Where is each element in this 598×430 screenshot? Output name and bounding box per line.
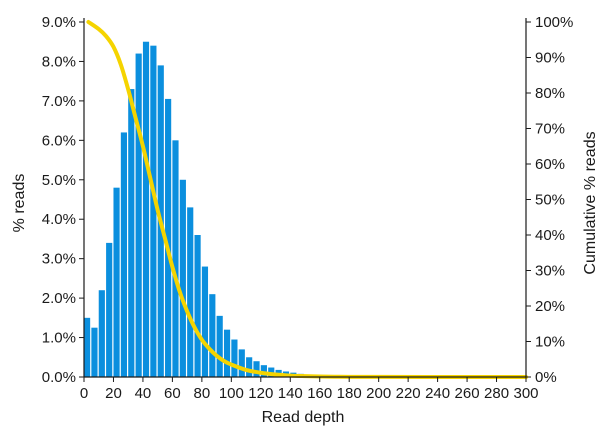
y-tick-label: 2.0% xyxy=(42,290,76,307)
x-tick-label: 140 xyxy=(278,385,303,402)
x-tick-label: 40 xyxy=(135,385,152,402)
x-tick-label: 240 xyxy=(425,385,450,402)
y-tick-label: 8.0% xyxy=(42,53,76,70)
y-tick-label: 6.0% xyxy=(42,132,76,149)
y2-tick-label: 90% xyxy=(535,50,565,67)
bar-105 xyxy=(238,349,245,377)
bar-25 xyxy=(120,132,127,377)
bar-115 xyxy=(253,361,260,377)
x-tick-label: 280 xyxy=(484,385,509,402)
x-tick-label: 100 xyxy=(219,385,244,402)
x-tick-label: 180 xyxy=(337,385,362,402)
axes-layer xyxy=(83,18,527,378)
bar-85 xyxy=(209,294,216,377)
x-tick-label: 0 xyxy=(80,385,88,402)
x-tick-label: 160 xyxy=(307,385,332,402)
y2-axis-title: Cumulative % reads xyxy=(582,131,598,274)
bar-60 xyxy=(172,140,179,377)
x-axis-title: Read depth xyxy=(262,409,345,426)
bar-30 xyxy=(128,89,135,377)
y2-tick-label: 60% xyxy=(535,156,565,173)
y-tick-label: 9.0% xyxy=(42,14,76,31)
y-tick-label: 5.0% xyxy=(42,172,76,189)
x-tick-label: 120 xyxy=(248,385,273,402)
bar-120 xyxy=(260,365,267,377)
bar-90 xyxy=(216,315,223,377)
bar-75 xyxy=(194,235,201,377)
y-axis-title: % reads xyxy=(11,174,28,233)
bar-80 xyxy=(201,266,209,377)
bar-5 xyxy=(91,327,98,377)
x-tick-label: 80 xyxy=(194,385,211,402)
y2-tick-label: 50% xyxy=(535,192,565,209)
bar-70 xyxy=(187,207,194,377)
x-tick-label: 220 xyxy=(396,385,421,402)
x-tick-label: 20 xyxy=(105,385,122,402)
tick-layer: 0.0% 1.0% 2.0% 3.0% 4.0% 5.0% 6.0% 7.0% 8.0% 9.0%… xyxy=(42,14,574,402)
x-tick-label: 60 xyxy=(164,385,181,402)
y-tick-label: 3.0% xyxy=(42,251,76,268)
bar-55 xyxy=(165,98,172,378)
bars-layer xyxy=(84,41,356,378)
y2-tick-label: 0% xyxy=(535,369,557,386)
bar-40 xyxy=(142,41,150,377)
y2-tick-label: 40% xyxy=(535,227,565,244)
bar-45 xyxy=(150,45,157,378)
x-tick-label: 260 xyxy=(455,385,480,402)
y-tick-label: 1.0% xyxy=(42,330,76,347)
bar-65 xyxy=(179,179,186,377)
y2-tick-label: 10% xyxy=(535,334,565,351)
bar-100 xyxy=(231,339,238,377)
bar-95 xyxy=(223,329,231,377)
bar-35 xyxy=(135,53,142,378)
y-tick-label: 0.0% xyxy=(42,369,76,386)
bar-110 xyxy=(246,357,253,377)
bar-20 xyxy=(113,187,120,377)
bar-0 xyxy=(84,317,91,377)
y-tick-label: 7.0% xyxy=(42,93,76,110)
y2-tick-label: 20% xyxy=(535,298,565,315)
bar-15 xyxy=(106,242,113,377)
y2-tick-label: 70% xyxy=(535,121,565,138)
y2-tick-label: 80% xyxy=(535,85,565,102)
y2-tick-label: 100% xyxy=(535,14,573,31)
x-tick-label: 200 xyxy=(366,385,391,402)
y2-tick-label: 30% xyxy=(535,263,565,280)
bar-10 xyxy=(98,290,105,377)
x-tick-label: 300 xyxy=(513,385,538,402)
y-tick-label: 4.0% xyxy=(42,211,76,228)
